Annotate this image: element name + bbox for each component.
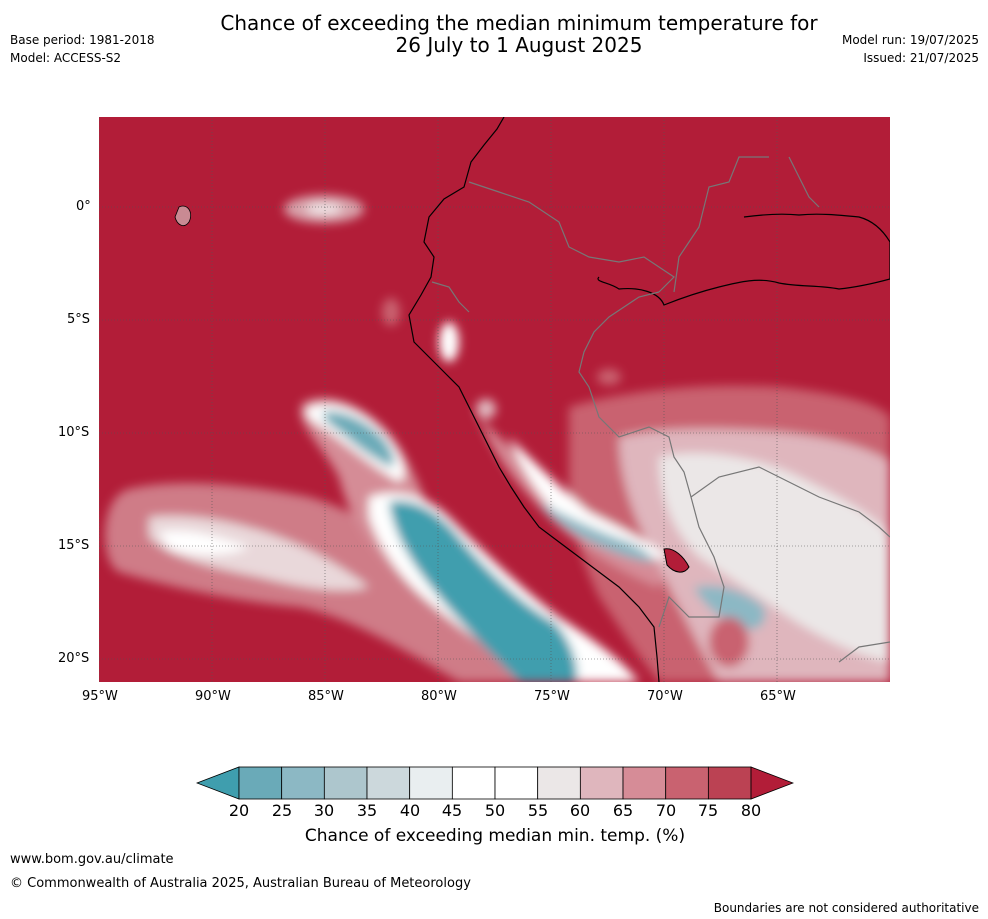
boundaries-disclaimer: Boundaries are not considered authoritat… xyxy=(713,901,979,915)
lon-label-75w: 75°W xyxy=(534,689,570,704)
colorbar-bin xyxy=(281,766,325,800)
galapagos-islands xyxy=(174,205,192,226)
base-period: Base period: 1981-2018 xyxy=(10,33,155,47)
colorbar-tick: 60 xyxy=(569,801,591,820)
map-title: Chance of exceeding the median minimum t… xyxy=(150,12,888,56)
model-name: Model: ACCESS-S2 xyxy=(10,51,122,65)
colorbar-tick: 70 xyxy=(655,801,677,820)
colorbar-bin xyxy=(707,766,752,800)
probability-shading xyxy=(105,195,890,682)
colorbar-bin xyxy=(494,766,539,800)
title-line-1: Chance of exceeding the median minimum t… xyxy=(220,11,818,35)
lon-label-95w: 95°W xyxy=(82,689,118,704)
colorbar-bin xyxy=(622,766,667,800)
colorbar-tick: 40 xyxy=(399,801,421,820)
colorbar-tick: 20 xyxy=(228,801,250,820)
colorbar-tick: 50 xyxy=(484,801,506,820)
graticule xyxy=(99,117,890,682)
colorbar-over-arrow xyxy=(750,766,794,800)
website-link[interactable]: www.bom.gov.au/climate xyxy=(10,852,174,867)
colorbar-bin xyxy=(537,766,581,800)
colorbar-tick: 30 xyxy=(313,801,335,820)
lon-label-80w: 80°W xyxy=(421,689,457,704)
coastline xyxy=(408,117,660,682)
colorbar-bin xyxy=(323,766,368,800)
title-line-2: 26 July to 1 August 2025 xyxy=(395,33,643,57)
lon-label-65w: 65°W xyxy=(760,689,796,704)
lake-titicaca xyxy=(663,548,690,573)
lat-label-10s: 10°S xyxy=(58,425,90,440)
colorbar-bin xyxy=(451,766,496,800)
colorbar xyxy=(196,766,794,800)
north-coastline xyxy=(597,213,890,306)
colorbar-bin xyxy=(366,766,411,800)
colorbar-bin xyxy=(665,766,709,800)
lon-label-85w: 85°W xyxy=(308,689,344,704)
copyright-text: © Commonwealth of Australia 2025, Austra… xyxy=(10,876,471,891)
colorbar-bin xyxy=(579,766,624,800)
colorbar-bin xyxy=(238,766,283,800)
colorbar-tick: 80 xyxy=(740,801,762,820)
lat-label-20s: 20°S xyxy=(58,651,90,666)
colorbar-tick: 75 xyxy=(697,801,719,820)
lon-label-90w: 90°W xyxy=(195,689,231,704)
model-run: Model run: 19/07/2025 xyxy=(841,33,979,47)
colorbar-tick: 35 xyxy=(356,801,378,820)
lat-label-0: 0° xyxy=(76,199,91,214)
colorbar-under-arrow xyxy=(196,766,240,800)
colorbar-bin xyxy=(409,766,453,800)
lon-label-70w: 70°W xyxy=(647,689,683,704)
forecast-map xyxy=(99,117,890,682)
colorbar-title: Chance of exceeding median min. temp. (%… xyxy=(304,826,686,846)
lat-label-15s: 15°S xyxy=(58,538,90,553)
lat-label-5s: 5°S xyxy=(67,312,91,327)
issued-date: Issued: 21/07/2025 xyxy=(863,51,979,65)
colorbar-tick: 55 xyxy=(527,801,549,820)
colorbar-tick: 25 xyxy=(271,801,293,820)
colorbar-tick: 65 xyxy=(612,801,634,820)
country-borders xyxy=(431,156,890,663)
colorbar-tick: 45 xyxy=(441,801,463,820)
